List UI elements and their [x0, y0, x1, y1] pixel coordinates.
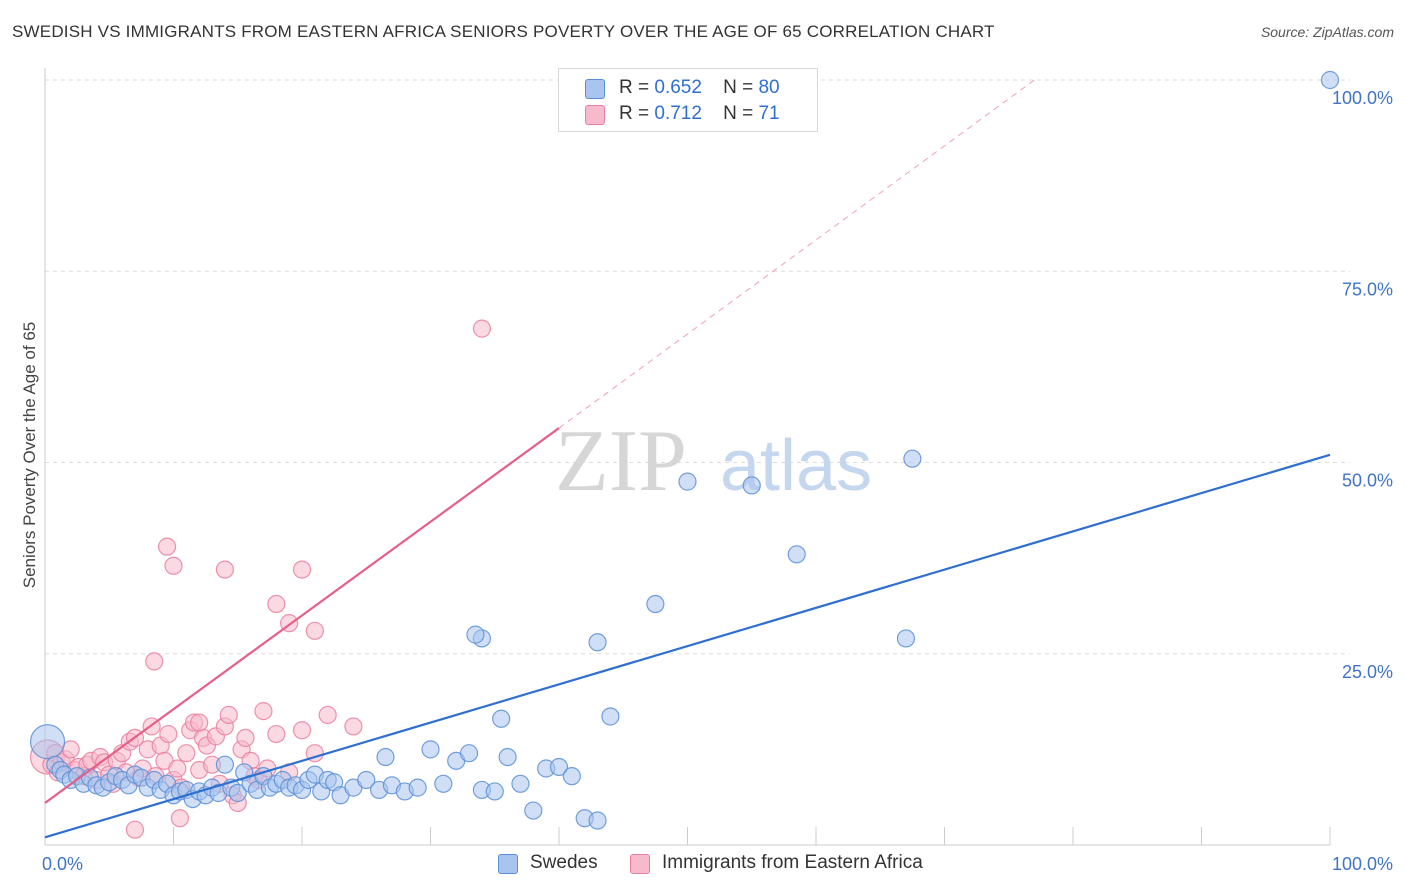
swedes-point [787, 545, 806, 564]
swedes-point [903, 449, 922, 468]
swedes-point [434, 774, 453, 793]
legend-label-immigrants: Immigrants from Eastern Africa [662, 852, 923, 873]
points-layer [29, 70, 1340, 839]
immigrants-point [125, 820, 145, 839]
immigrants-point [170, 809, 190, 828]
swedes-point [588, 811, 607, 830]
immigrants-point [344, 717, 363, 736]
swedes-point [562, 767, 581, 786]
immigrants-point [157, 537, 177, 556]
immigrants-point [305, 621, 324, 640]
swedes-point [1320, 70, 1340, 90]
swedes-point [215, 755, 234, 774]
legend-label-swedes: Swedes [530, 852, 598, 873]
immigrants-point [236, 728, 255, 748]
swedes-point [646, 594, 665, 614]
n-value-swedes: 80 [758, 77, 780, 98]
trend-layer [44, 79, 1331, 839]
swedes-point [466, 625, 485, 644]
r-value-swedes: 0.652 [654, 77, 702, 98]
source-label: Source: ZipAtlas.com [1260, 24, 1394, 40]
immigrants-trendline [44, 427, 560, 804]
watermark: ZIP atlas [555, 413, 872, 510]
swedes-point [588, 633, 607, 652]
swedes-point [228, 783, 247, 803]
swedes-point [498, 747, 517, 767]
y-axis-label: Seniors Poverty Over the Age of 65 [20, 322, 39, 588]
immigrants-point [168, 759, 187, 778]
immigrants-point [215, 560, 234, 579]
immigrants-point [190, 713, 209, 732]
y-tick-label: 50.0% [1342, 471, 1393, 491]
immigrants-point [292, 721, 312, 740]
immigrants-trendline-extension [558, 79, 1035, 429]
n-value-immigrants: 71 [758, 103, 780, 124]
swedes-point [376, 747, 395, 767]
x-tick-label: 100.0% [1332, 854, 1393, 874]
immigrants-point [472, 319, 491, 338]
swedes-point [421, 740, 440, 759]
swedes-trendline [44, 453, 1331, 839]
swedes-point [408, 778, 427, 797]
swedes-swatch [585, 79, 605, 99]
swedes-point [492, 709, 511, 728]
series-legend: Swedes Immigrants from Eastern Africa [0, 852, 1406, 878]
swedes-point [549, 757, 569, 777]
correlation-legend: R = 0.652 N = 80 R = 0.712 N = 71 [558, 68, 818, 132]
immigrants-point [267, 594, 286, 614]
immigrants-legend-swatch [630, 854, 650, 874]
swedes-point [678, 472, 697, 491]
swedes-point [896, 629, 916, 648]
immigrants-swatch [585, 105, 605, 125]
immigrants-point [267, 724, 286, 744]
immigrants-point [318, 705, 337, 725]
immigrants-point [292, 560, 312, 579]
swedes-point [511, 774, 530, 793]
n-label: N = [723, 103, 754, 124]
swedes-point [29, 724, 66, 760]
immigrants-point [159, 724, 178, 744]
x-tick-label: 0.0% [42, 854, 83, 874]
immigrants-point [219, 705, 238, 725]
grid-layer [45, 79, 1350, 655]
swedes-point [524, 801, 543, 820]
y-tick-label: 75.0% [1342, 279, 1393, 299]
swedes-legend-swatch [498, 854, 518, 874]
swedes-point [601, 707, 620, 726]
immigrants-point [254, 702, 273, 721]
swedes-point [459, 744, 479, 763]
r-value-immigrants: 0.712 [654, 103, 702, 124]
watermark-zip: ZIP [555, 413, 687, 510]
n-label: N = [723, 77, 754, 98]
axis-layer: 25.0% 50.0% 75.0% 100.0% 0.0% 100.0% [42, 68, 1393, 874]
y-tick-label: 25.0% [1342, 662, 1393, 682]
r-label: R = [619, 103, 650, 124]
y-tick-label: 100.0% [1332, 88, 1393, 108]
watermark-atlas: atlas [720, 426, 872, 506]
r-label: R = [619, 77, 650, 98]
immigrants-point [164, 556, 183, 575]
chart-title: SWEDISH VS IMMIGRANTS FROM EASTERN AFRIC… [12, 22, 995, 41]
immigrants-point [145, 652, 164, 671]
swedes-point [742, 476, 761, 495]
immigrants-point [177, 744, 196, 763]
swedes-point [357, 770, 376, 790]
swedes-point [485, 782, 504, 801]
